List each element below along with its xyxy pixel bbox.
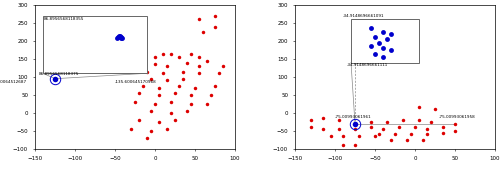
Text: -34.9148696661091: -34.9148696661091 [343,14,384,18]
Bar [43,16,147,73]
Text: -75.00993061958: -75.00993061958 [439,115,476,119]
Text: 86.8956568118375: 86.8956568118375 [39,72,80,76]
Text: -135.600645170968: -135.600645170968 [115,80,157,84]
Text: 86.8956568118355: 86.8956568118355 [44,17,84,21]
Text: -175.60064512687: -175.60064512687 [0,80,27,84]
Text: -34.9148696661111: -34.9148696661111 [347,63,388,67]
Bar [351,19,419,63]
Text: -75.00993061961: -75.00993061961 [335,115,372,119]
